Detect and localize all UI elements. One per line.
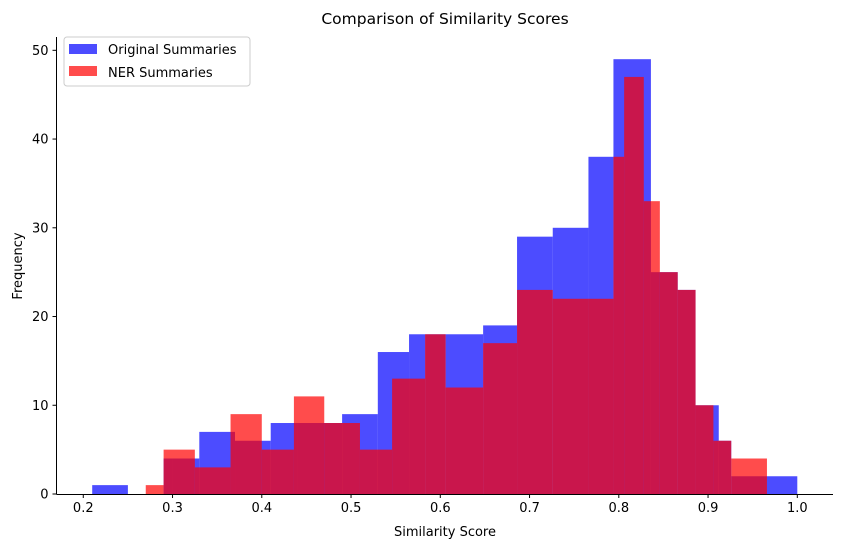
x-tick-label: 1.0 <box>787 501 808 516</box>
legend-swatch-original <box>69 44 97 54</box>
bar-ner-13 <box>552 298 589 494</box>
x-tick-label: 0.5 <box>341 501 362 516</box>
y-axis-label: Frequency <box>11 232 26 299</box>
bar-ner-10 <box>445 387 484 494</box>
bar-ner-6 <box>324 423 360 494</box>
bar-ner-17 <box>643 201 660 495</box>
bar-original-0 <box>92 485 128 494</box>
bar-ner-4 <box>261 449 294 494</box>
bar-ner-18 <box>659 272 678 494</box>
bar-ner-14 <box>588 298 614 494</box>
x-tick-label: 0.2 <box>73 501 94 516</box>
legend-box <box>63 36 251 87</box>
x-tick-label: 0.9 <box>698 501 719 516</box>
legend-label-ner: NER Summaries <box>108 66 213 81</box>
bar-ner-9 <box>425 334 446 494</box>
y-tick-label: 20 <box>32 310 49 325</box>
x-ticks: 0.2 0.3 0.4 0.5 0.6 0.7 0.8 0.9 1.0 <box>73 494 808 516</box>
bar-ner-19 <box>677 289 696 494</box>
y-ticks: 0 10 20 30 40 50 <box>32 44 57 503</box>
bar-ner-7 <box>359 449 393 494</box>
x-axis-label: Similarity Score <box>394 525 496 540</box>
x-tick-label: 0.7 <box>519 501 540 516</box>
bar-ner-21 <box>713 440 732 494</box>
bar-ner-12 <box>517 289 553 494</box>
y-tick-label: 40 <box>32 133 49 148</box>
y-tick-label: 30 <box>32 221 49 236</box>
legend-label-original: Original Summaries <box>108 43 237 58</box>
bar-ner-1 <box>163 449 195 494</box>
bar-ner-8 <box>392 378 426 494</box>
bar-ner-15 <box>613 156 625 494</box>
bar-ner-20 <box>695 405 714 494</box>
y-tick-label: 0 <box>40 488 48 503</box>
x-tick-label: 0.3 <box>162 501 183 516</box>
bar-ner-11 <box>483 343 518 494</box>
bar-ner-0 <box>145 485 164 494</box>
axes <box>56 37 833 495</box>
legend: Original Summaries NER Summaries <box>63 36 251 87</box>
y-tick-label: 50 <box>32 44 49 59</box>
bar-ner-2 <box>194 467 231 494</box>
y-tick-label: 10 <box>32 399 49 414</box>
bar-ner-16 <box>624 76 644 494</box>
legend-swatch-ner <box>69 66 97 76</box>
bar-ner-5 <box>293 396 325 494</box>
chart-title: Comparison of Similarity Scores <box>321 10 568 28</box>
series-ner-bars <box>145 76 767 495</box>
x-tick-label: 0.6 <box>430 501 451 516</box>
x-tick-label: 0.4 <box>251 501 272 516</box>
bar-original-22 <box>766 476 798 494</box>
x-tick-label: 0.8 <box>608 501 629 516</box>
bar-ner-22 <box>731 458 767 494</box>
bar-ner-3 <box>230 414 262 494</box>
